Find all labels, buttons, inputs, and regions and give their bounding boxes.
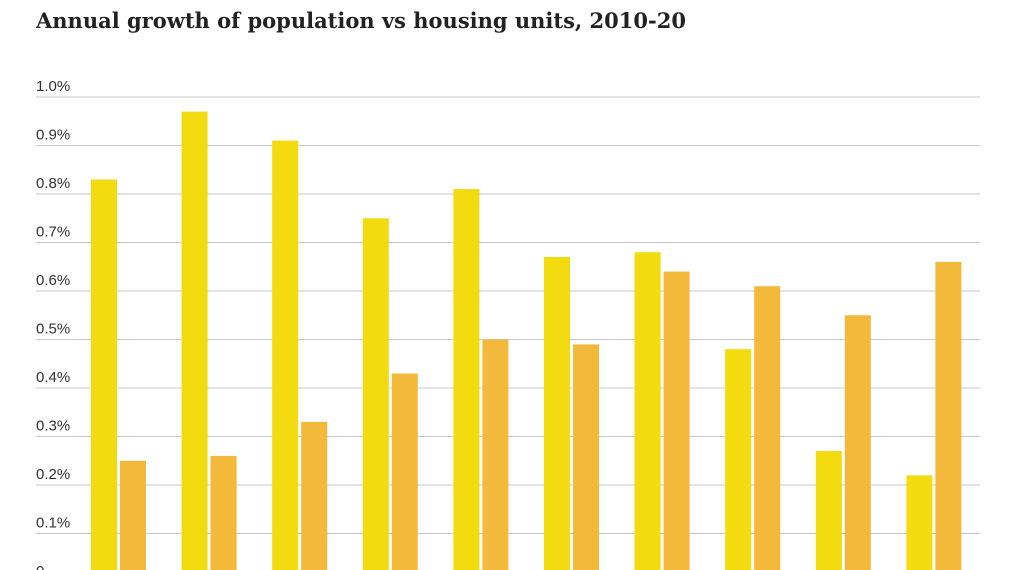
bar-series-1-group-3	[272, 140, 299, 570]
bar-series-1-group-2	[181, 111, 208, 570]
y-tick-label: 0.1%	[36, 515, 70, 532]
y-tick-label: 0.2%	[36, 466, 70, 483]
bar-series-2-group-10	[935, 261, 962, 570]
y-axis-ticks: 0 0.1% 0.2% 0.3% 0.4% 0.5% 0.6% 0.7% 0.8% 0.9% 1.0…	[36, 78, 70, 570]
bar-series-1-group-10	[906, 475, 933, 570]
y-tick-label: 0.6%	[36, 272, 70, 289]
bar-series-1-group-5	[453, 189, 480, 570]
bar-series-1-group-9	[815, 451, 842, 570]
y-tick-label: 0.7%	[36, 224, 70, 241]
bar-series-1-group-6	[544, 257, 570, 570]
y-tick-label: 0.5%	[36, 321, 70, 338]
bar-series-2-group-2	[210, 455, 237, 570]
y-tick-label: 1.0%	[36, 78, 70, 95]
bar-series-2-group-7	[663, 271, 690, 570]
y-tick-label: 0.3%	[36, 418, 70, 435]
bar-series-2-group-6	[573, 344, 599, 570]
y-tick-label: 0.4%	[36, 369, 70, 386]
bar-series-1-group-1	[91, 179, 117, 570]
bar-series-1-group-7	[634, 252, 661, 570]
bar-series-2-group-1	[120, 460, 146, 570]
y-tick-label: 0.9%	[36, 127, 70, 144]
bar-series-2-group-4	[391, 373, 418, 570]
bar-series-1-group-4	[362, 218, 389, 570]
bar-series-2-group-5	[482, 339, 509, 570]
bar-series-1-group-8	[725, 349, 752, 570]
bar-series-2-group-3	[301, 421, 328, 570]
y-tick-label: 0	[36, 563, 44, 570]
bars	[91, 111, 962, 570]
bar-series-2-group-9	[844, 315, 871, 570]
y-tick-label: 0.8%	[36, 175, 70, 192]
bar-series-2-group-8	[754, 286, 781, 570]
chart-title: Annual growth of population vs housing u…	[36, 8, 686, 33]
